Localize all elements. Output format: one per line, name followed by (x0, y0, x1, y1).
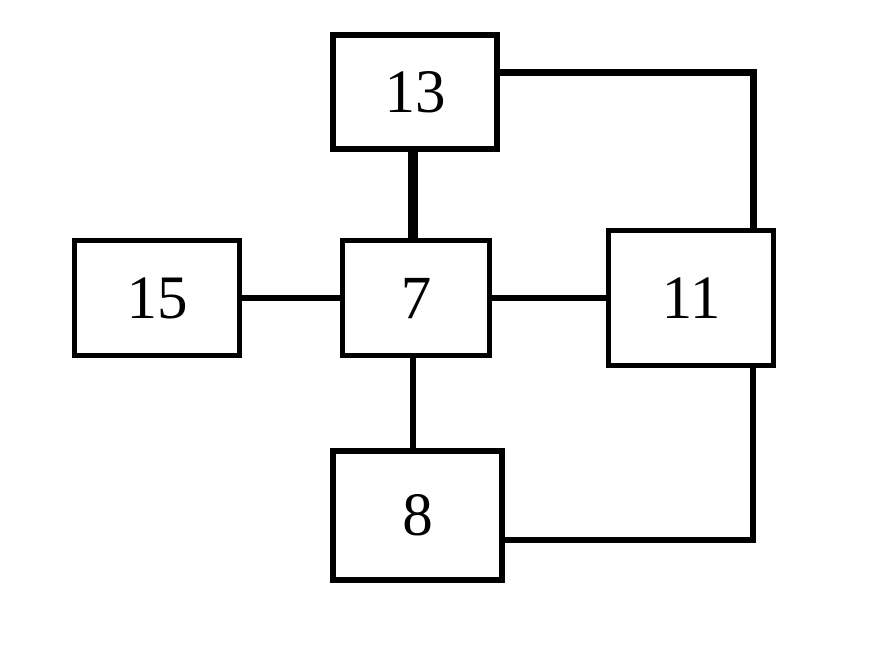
node-7: 7 (340, 238, 492, 358)
node-7-label: 7 (401, 268, 432, 329)
diagram-canvas: 13 15 7 11 8 (0, 0, 879, 660)
node-8: 8 (330, 448, 505, 583)
node-8-label: 8 (402, 485, 433, 546)
edge-13-7 (408, 152, 418, 238)
edge-8-11-h (505, 537, 756, 543)
node-13-label: 13 (385, 62, 446, 123)
edge-13-11-v (750, 69, 757, 228)
edge-7-8 (410, 358, 416, 448)
edge-15-7 (242, 295, 340, 301)
node-13: 13 (330, 32, 500, 152)
node-11: 11 (606, 228, 776, 368)
node-15-label: 15 (127, 268, 188, 329)
edge-8-11-v (750, 368, 756, 543)
node-15: 15 (72, 238, 242, 358)
node-11-label: 11 (662, 268, 721, 329)
edge-13-11-h (500, 69, 757, 76)
edge-7-11 (492, 295, 606, 301)
